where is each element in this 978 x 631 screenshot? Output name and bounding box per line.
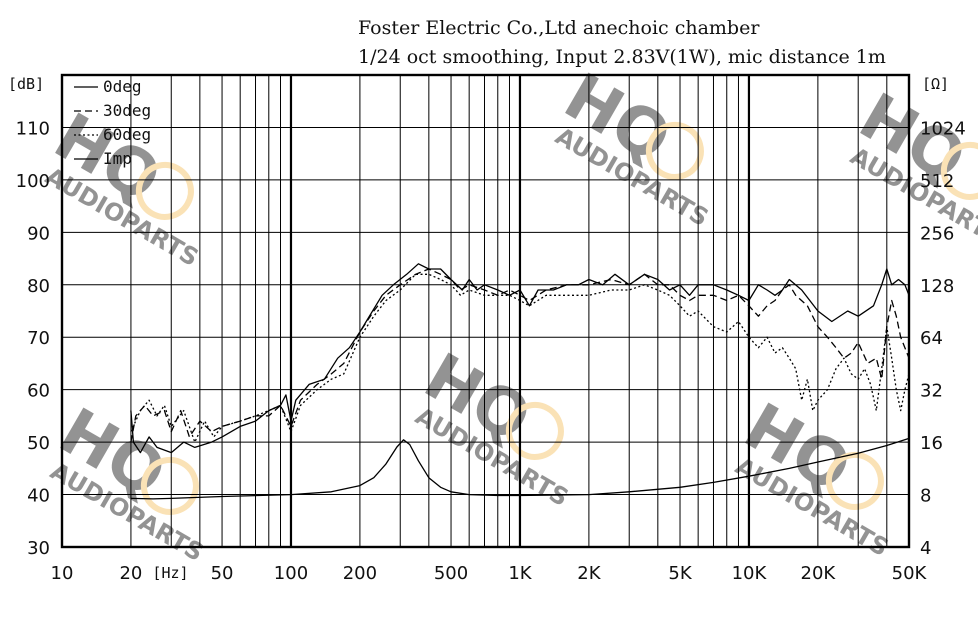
x-tick-label: 100 <box>274 563 308 584</box>
y-left-unit-label: [dB] <box>8 75 44 93</box>
legend-label: 0deg <box>103 77 142 96</box>
x-tick-label: 10 <box>51 563 74 584</box>
y-right-tick-label: 512 <box>920 171 954 192</box>
series-layer <box>130 263 910 500</box>
y-right-tick-label: 32 <box>920 381 943 402</box>
series-line-30deg <box>130 268 910 443</box>
chart-title-line-2: 1/24 oct smoothing, Input 2.83V(1W), mic… <box>358 46 886 68</box>
x-tick-label: 10K <box>732 563 768 584</box>
y-left-tick-label: 90 <box>27 223 50 244</box>
y-right-unit-label: [Ω] <box>922 75 949 93</box>
y-right-tick-label: 128 <box>920 276 954 297</box>
watermark-speaker-icon <box>135 161 194 220</box>
x-tick-label: 500 <box>434 563 468 584</box>
y-left-tick-label: 80 <box>27 276 50 297</box>
y-left-tick-label: 50 <box>27 433 50 454</box>
y-left-tick-label: 40 <box>27 486 50 507</box>
watermark-speaker-icon <box>825 451 884 510</box>
plot-frame <box>60 73 911 549</box>
watermark-speaker-icon <box>940 141 978 200</box>
x-axis-unit-label: [Hz] <box>152 564 188 582</box>
y-left-tick-label: 70 <box>27 328 50 349</box>
x-tick-label: 1K <box>508 563 532 584</box>
x-tick-label: 50K <box>892 563 928 584</box>
plot-border <box>60 73 911 549</box>
watermark-speaker-icon <box>140 456 199 515</box>
watermark-speaker-icon <box>645 121 704 180</box>
y-left-tick-label: 110 <box>16 118 50 139</box>
x-tick-label: 20K <box>801 563 837 584</box>
watermark-speaker-icon <box>505 401 564 460</box>
legend-label: Imp <box>103 149 132 168</box>
x-tick-label: 2K <box>577 563 601 584</box>
y-right-tick-label: 16 <box>920 433 943 454</box>
legend-label: 30deg <box>103 101 151 120</box>
y-left-tick-label: 100 <box>16 171 50 192</box>
x-tick-label: 200 <box>343 563 377 584</box>
chart-title-line-1: Foster Electric Co.,Ltd anechoic chamber <box>358 17 760 39</box>
series-line-imp <box>130 437 910 500</box>
x-tick-label: 50 <box>211 563 234 584</box>
x-tick-label: 20 <box>119 563 142 584</box>
legend-label: 60deg <box>103 125 151 144</box>
tick-labels: 10 20 50 100 200 500 1K 2K 5K 10K 20K 50K [Hz] 30 40 50… <box>16 118 966 584</box>
series-line-0deg <box>130 263 910 454</box>
legend: 0deg 30deg 60deg Imp <box>74 77 151 168</box>
grid-layer <box>62 75 910 547</box>
y-right-tick-label: 8 <box>920 486 931 507</box>
series-line-60deg <box>130 273 910 443</box>
y-left-tick-label: 60 <box>27 381 50 402</box>
y-right-tick-label: 64 <box>920 328 943 349</box>
x-tick-label: 5K <box>668 563 692 584</box>
y-left-tick-label: 30 <box>27 538 50 559</box>
y-right-tick-label: 4 <box>920 538 931 559</box>
y-right-tick-label: 1024 <box>920 118 966 139</box>
y-right-tick-label: 256 <box>920 223 954 244</box>
